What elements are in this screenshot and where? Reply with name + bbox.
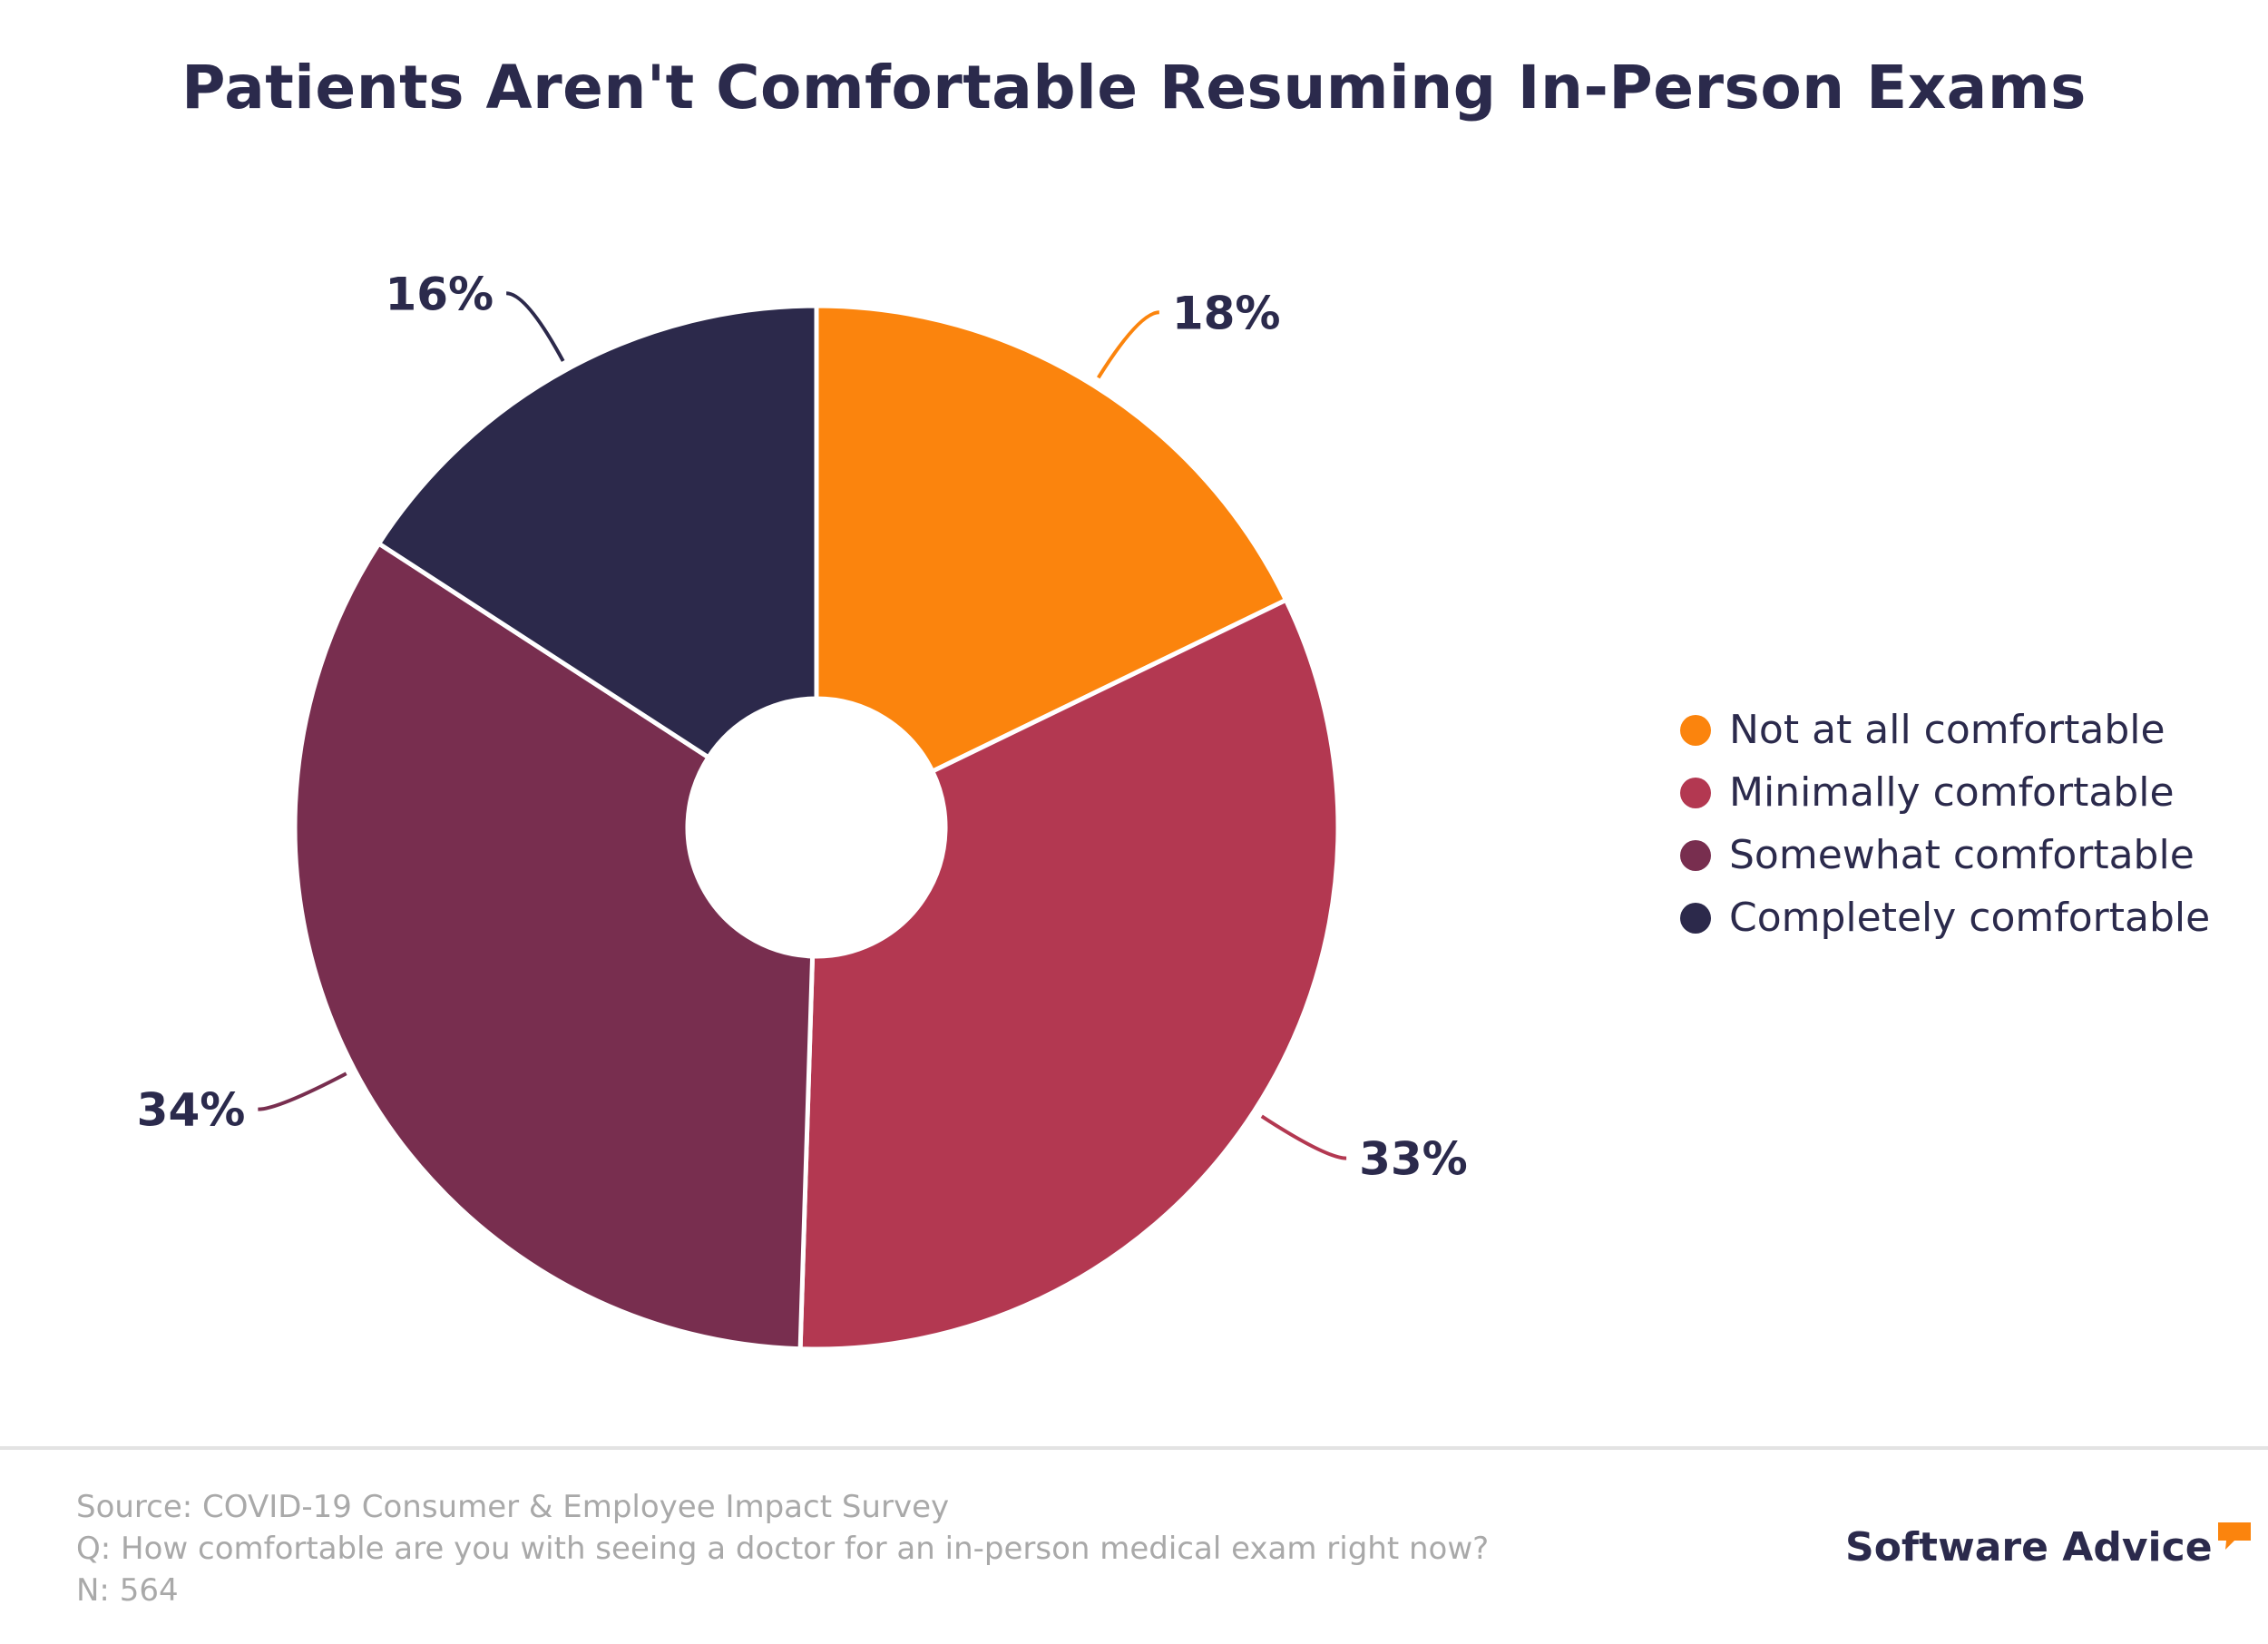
legend-label: Not at all comfortable <box>1729 707 2165 753</box>
footer-divider <box>0 1446 2268 1450</box>
data-label-completely-comfortable: 16% <box>385 268 494 320</box>
data-label-somewhat-comfortable: 34% <box>137 1084 246 1137</box>
leader-line-somewhat-comfortable <box>258 1072 347 1111</box>
leader-line-not-at-all-comfortable <box>1096 310 1160 379</box>
brand-logo: Software Advice <box>1845 1522 2253 1571</box>
legend-item-completely[interactable]: Completely comfortable <box>1680 886 2210 949</box>
chart-legend: Not at all comfortable Minimally comfort… <box>1680 699 2210 949</box>
legend-label: Completely comfortable <box>1729 895 2211 941</box>
speech-bubble-icon <box>2217 1522 2251 1550</box>
legend-item-somewhat[interactable]: Somewhat comfortable <box>1680 824 2210 886</box>
leader-line-minimally-comfortable <box>1260 1114 1347 1160</box>
question-note: Q: How comfortable are you with seeing a… <box>76 1531 1490 1567</box>
slice-somewhat-comfortable[interactable] <box>292 540 816 1352</box>
legend-swatch <box>1680 902 1711 934</box>
brand-name: Software Advice <box>1845 1524 2213 1571</box>
data-label-minimally-comfortable: 33% <box>1359 1133 1468 1186</box>
legend-swatch <box>1680 839 1711 871</box>
legend-item-not-at-all[interactable]: Not at all comfortable <box>1680 699 2210 761</box>
footer-notes: Source: COVID-19 Consumer & Employee Imp… <box>76 1486 1489 1611</box>
slice-completely-comfortable[interactable] <box>376 303 819 761</box>
data-label-not-at-all-comfortable: 18% <box>1172 287 1281 339</box>
legend-swatch <box>1680 777 1711 808</box>
legend-swatch <box>1680 714 1711 746</box>
slice-minimally-comfortable[interactable] <box>797 597 1341 1352</box>
sample-size-note: N: 564 <box>76 1572 179 1609</box>
legend-label: Somewhat comfortable <box>1729 832 2195 878</box>
legend-label: Minimally comfortable <box>1729 769 2175 816</box>
chart-title: Patients Aren't Comfortable Resuming In-… <box>181 53 2087 122</box>
legend-item-minimally[interactable]: Minimally comfortable <box>1680 761 2210 824</box>
leader-line-completely-comfortable <box>505 291 565 362</box>
source-note: Source: COVID-19 Consumer & Employee Imp… <box>76 1489 950 1525</box>
